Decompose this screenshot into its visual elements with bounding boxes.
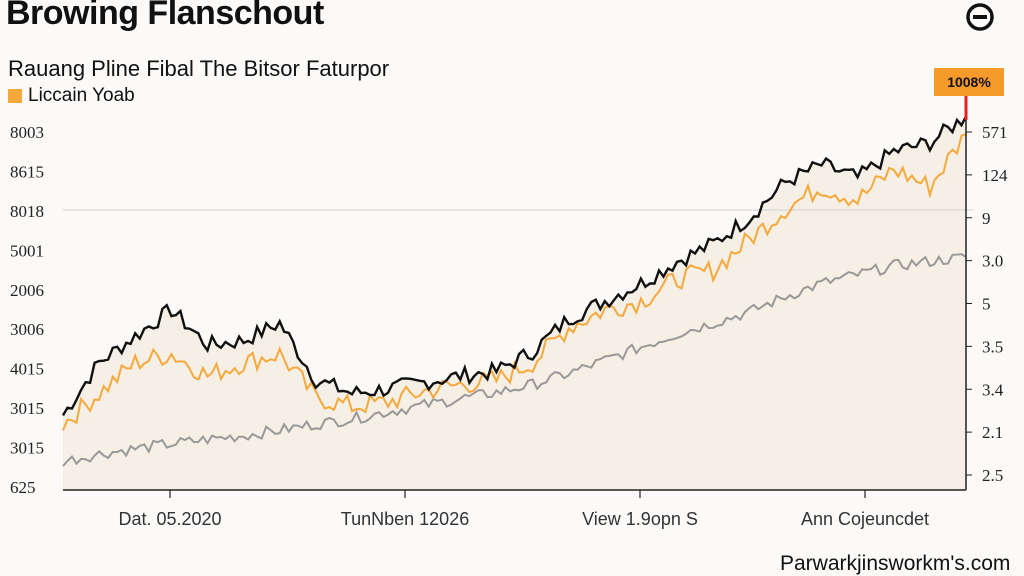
left-tick-label: 5001 xyxy=(10,241,44,260)
series-line-price xyxy=(61,115,968,417)
left-tick-label: 8018 xyxy=(10,202,44,221)
chart-legend: Liccain Yoab xyxy=(8,85,135,107)
annotation-label: 1008% xyxy=(947,74,991,90)
series-line-liccain-yoab xyxy=(62,133,967,431)
right-tick-label: 3.5 xyxy=(982,337,1003,356)
price-area xyxy=(63,116,966,491)
brand-logo-icon xyxy=(966,3,994,31)
right-tick-label: 5 xyxy=(982,295,991,314)
left-tick-label: 2006 xyxy=(10,281,44,300)
chart-subtitle: Rauang Pline Fibal The Bitsor Faturpor xyxy=(8,56,390,81)
right-tick-label: 9 xyxy=(982,209,991,228)
right-tick-label: 124 xyxy=(982,166,1008,185)
right-tick-label: 2.1 xyxy=(982,423,1003,442)
legend-swatch xyxy=(8,89,22,103)
x-tick-label: Dat. 05.2020 xyxy=(118,509,221,529)
series-line-baseline xyxy=(62,253,967,467)
right-tick-label: 2.5 xyxy=(982,466,1003,485)
left-tick-label: 625 xyxy=(10,478,36,497)
left-tick-label: 3006 xyxy=(10,320,44,339)
right-tick-label: 3.0 xyxy=(982,252,1003,271)
annotation-badge xyxy=(934,68,1004,96)
chart-title: Browing Flanschout xyxy=(6,0,324,32)
footer-website: Parwarkjinsworkm's.com xyxy=(780,552,1011,575)
x-tick-label: Ann Cojeuncdet xyxy=(801,509,929,529)
left-tick-label: 3015 xyxy=(10,439,44,458)
x-tick-label: View 1.9opn S xyxy=(582,509,698,529)
legend-label: Liccain Yoab xyxy=(28,85,135,106)
right-tick-label: 3.4 xyxy=(982,380,1004,399)
left-tick-label: 8003 xyxy=(10,123,44,142)
left-tick-label: 4015 xyxy=(10,360,44,379)
left-tick-label: 3015 xyxy=(10,399,44,418)
right-tick-label: 571 xyxy=(982,123,1008,142)
left-tick-label: 8615 xyxy=(10,162,44,181)
x-tick-label: TunNben 12026 xyxy=(341,509,469,529)
